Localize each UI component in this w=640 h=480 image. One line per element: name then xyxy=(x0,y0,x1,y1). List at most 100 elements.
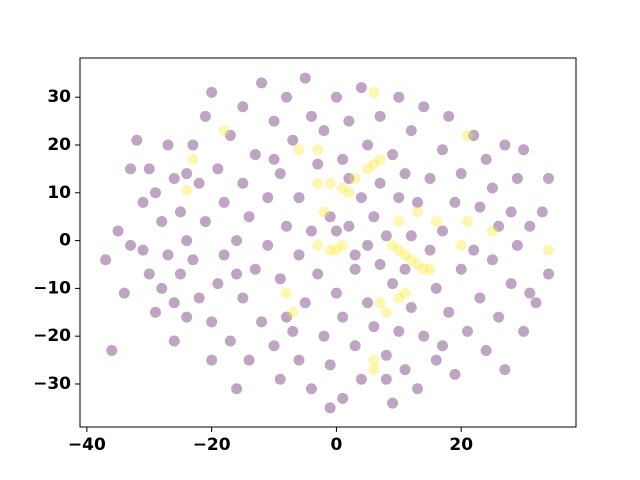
point xyxy=(387,397,399,409)
point xyxy=(418,263,430,275)
point xyxy=(362,297,374,309)
point xyxy=(337,392,349,404)
point xyxy=(349,263,361,275)
point xyxy=(524,220,536,232)
point xyxy=(368,158,380,170)
point xyxy=(474,201,486,213)
point xyxy=(449,196,461,208)
point xyxy=(299,297,311,309)
point xyxy=(181,235,193,247)
point xyxy=(281,287,293,299)
point xyxy=(174,206,186,218)
point xyxy=(499,139,511,151)
point xyxy=(362,239,374,251)
points-layer xyxy=(100,72,555,414)
point xyxy=(125,163,137,175)
point xyxy=(287,306,299,318)
point xyxy=(237,292,249,304)
point xyxy=(318,125,330,137)
point xyxy=(268,340,280,352)
point xyxy=(349,340,361,352)
y-tick-label: 0 xyxy=(59,231,71,251)
point xyxy=(443,306,455,318)
point xyxy=(486,225,498,237)
point xyxy=(362,139,374,151)
point xyxy=(399,168,411,180)
point xyxy=(330,287,342,299)
point xyxy=(256,316,268,328)
point xyxy=(212,278,224,290)
point xyxy=(511,172,523,184)
point xyxy=(418,101,430,113)
point xyxy=(162,249,174,261)
point xyxy=(530,297,542,309)
plot-frame xyxy=(79,57,577,428)
point xyxy=(412,258,424,270)
point xyxy=(112,225,124,237)
point xyxy=(511,239,523,251)
point xyxy=(455,168,467,180)
point xyxy=(374,110,386,122)
point xyxy=(461,129,473,141)
point xyxy=(318,206,330,218)
point xyxy=(218,125,230,137)
point xyxy=(324,211,336,223)
point xyxy=(449,368,461,380)
x-tick-label: −20 xyxy=(193,435,231,455)
point xyxy=(505,278,517,290)
point xyxy=(486,254,498,266)
point xyxy=(399,287,411,299)
point xyxy=(480,345,492,357)
point xyxy=(137,244,149,256)
point xyxy=(224,129,236,141)
point xyxy=(206,316,218,328)
point xyxy=(393,91,405,103)
point xyxy=(199,110,211,122)
point xyxy=(499,364,511,376)
point xyxy=(343,115,355,127)
point xyxy=(287,325,299,337)
point xyxy=(274,373,286,385)
point xyxy=(243,211,255,223)
point xyxy=(368,86,380,98)
point xyxy=(380,349,392,361)
point xyxy=(399,364,411,376)
point xyxy=(218,196,230,208)
point xyxy=(174,268,186,280)
point xyxy=(343,187,355,199)
point xyxy=(293,249,305,261)
point xyxy=(399,263,411,275)
point xyxy=(436,340,448,352)
point xyxy=(106,345,118,357)
point xyxy=(149,306,161,318)
point xyxy=(343,220,355,232)
point xyxy=(405,230,417,242)
point xyxy=(493,311,505,323)
y-tick-label: 20 xyxy=(47,135,71,155)
point xyxy=(262,239,274,251)
point xyxy=(156,215,168,227)
point xyxy=(337,153,349,165)
point xyxy=(231,268,243,280)
point xyxy=(461,325,473,337)
point xyxy=(436,144,448,156)
point xyxy=(224,335,236,347)
point xyxy=(518,144,530,156)
point xyxy=(405,254,417,266)
y-tick-label: 30 xyxy=(47,87,71,107)
point xyxy=(249,263,261,275)
point xyxy=(318,330,330,342)
point xyxy=(262,192,274,204)
point xyxy=(312,158,324,170)
point xyxy=(368,211,380,223)
point xyxy=(368,321,380,333)
point xyxy=(418,330,430,342)
point xyxy=(374,177,386,189)
point xyxy=(268,115,280,127)
point xyxy=(293,144,305,156)
point xyxy=(393,244,405,256)
point xyxy=(100,254,112,266)
point xyxy=(393,192,405,204)
point xyxy=(393,215,405,227)
